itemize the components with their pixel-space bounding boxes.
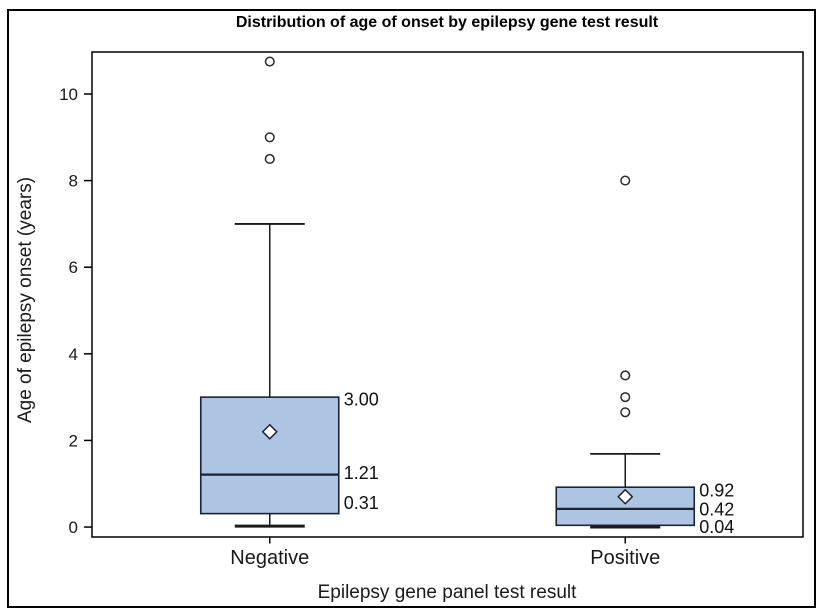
quartile-value-label: 3.00: [344, 389, 379, 409]
iqr-box: [199, 396, 340, 515]
plot-border: [91, 51, 804, 538]
quartile-value-label: 0.92: [699, 481, 734, 501]
y-tick-label: 6: [69, 258, 78, 277]
quartile-value-label: 1.21: [344, 463, 379, 483]
y-tick-label: 0: [69, 518, 78, 537]
outlier-point: [264, 132, 275, 143]
mean-diamond: [617, 488, 634, 505]
outlier-point: [620, 392, 631, 403]
mean-diamond: [261, 423, 278, 440]
outlier-point: [620, 370, 631, 381]
quartile-value-label: 0.31: [344, 493, 379, 513]
plot-area: 0 2 4 6 8 10 3.00 1.21 0.31 Negative 0.920.420.04 P…: [59, 51, 804, 569]
category-label: Positive: [590, 547, 660, 569]
x-axis-title: Epilepsy gene panel test result: [318, 582, 577, 603]
y-axis-title: Age of epilepsy onset (years): [15, 177, 36, 423]
outlier-point: [264, 56, 275, 67]
quartile-value-label: 0.04: [699, 517, 734, 537]
y-tick-label: 8: [69, 172, 78, 191]
chart-title: Distribution of age of onset by epilepsy…: [236, 14, 659, 31]
category-label: Negative: [230, 547, 309, 569]
y-tick-label: 2: [69, 431, 78, 450]
y-tick-label: 10: [59, 85, 78, 104]
outlier-point: [620, 175, 631, 186]
outlier-point: [264, 153, 275, 165]
figure-border: [7, 9, 816, 608]
y-tick-label: 4: [69, 345, 78, 364]
outlier-point: [620, 407, 631, 418]
quartile-value-label: 0.42: [699, 500, 734, 520]
